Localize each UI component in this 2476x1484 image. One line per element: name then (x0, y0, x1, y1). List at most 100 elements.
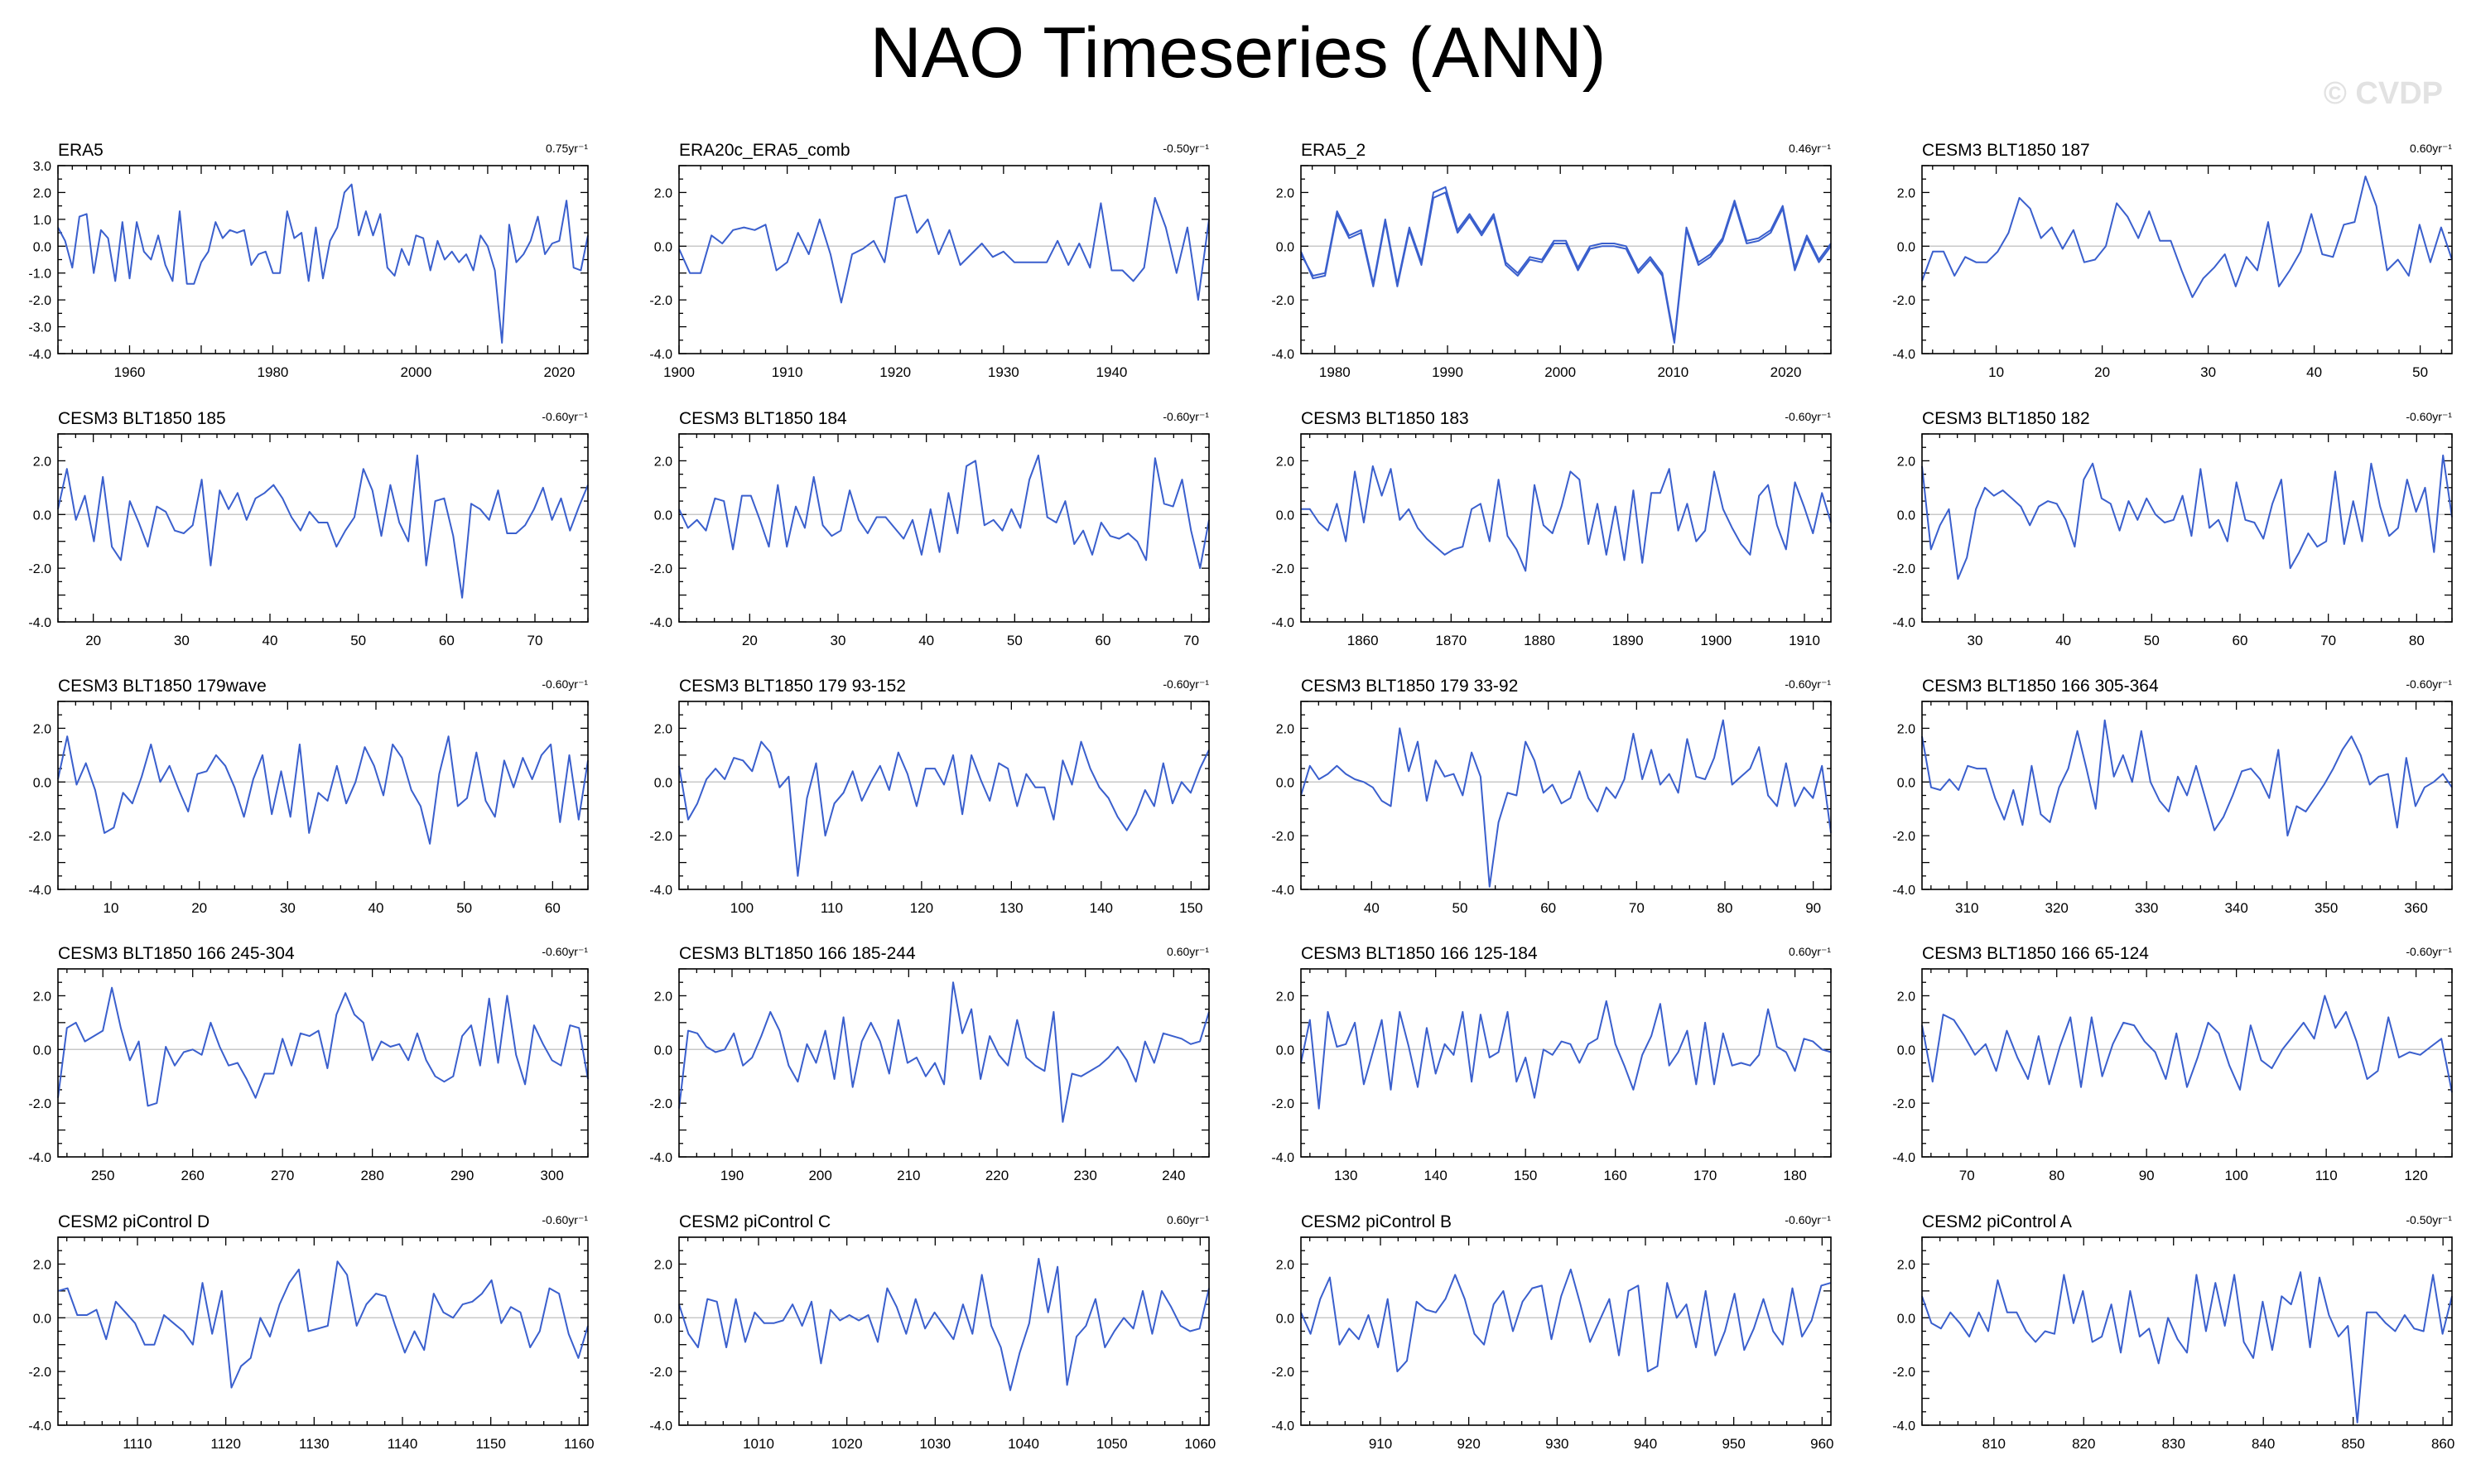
x-tick-label: 1900 (663, 364, 695, 380)
x-tick-label: 250 (91, 1168, 114, 1183)
x-tick-label: 140 (1090, 900, 1113, 916)
y-tick-label: -3.0 (28, 321, 51, 335)
y-tick-label: 2.0 (654, 990, 672, 1004)
x-tick-label: 1910 (1789, 633, 1820, 648)
x-tick-label: 180 (1783, 1168, 1806, 1183)
y-tick-label: -4.0 (1892, 616, 1915, 630)
y-tick-label: 2.0 (1897, 1258, 1915, 1272)
y-tick-label: 0.0 (654, 240, 672, 254)
y-tick-label: -2.0 (649, 1097, 672, 1111)
y-tick-label: 0.0 (1276, 508, 1294, 523)
trend-label: -0.60yr⁻¹ (1785, 410, 1831, 423)
x-tick-label: 1020 (831, 1436, 863, 1452)
x-tick-label: 80 (2049, 1168, 2064, 1183)
x-tick-label: 50 (1452, 900, 1468, 916)
plot-frame (1921, 165, 2453, 354)
x-tick-label: 50 (456, 900, 472, 916)
y-tick-label: -2.0 (1892, 294, 1915, 308)
x-tick-label: 100 (730, 900, 754, 916)
chart-panel: CESM3 BLT1850 179 93-152 -0.60yr⁻¹ 2.0 0.0 -… (649, 677, 1210, 916)
x-tick-label: 190 (720, 1168, 744, 1183)
chart-panel: CESM2 piControl B -0.60yr⁻¹ 2.0 0.0 -2.0 -4.0… (1271, 1212, 1833, 1452)
x-tick-label: 1960 (114, 364, 146, 380)
y-tick-label: 2.0 (1276, 1258, 1294, 1272)
x-tick-label: 40 (1364, 900, 1380, 916)
x-tick-label: 80 (2409, 633, 2425, 648)
chart-panel: CESM3 BLT1850 166 305-364 -0.60yr⁻¹ 2.0 0.0… (1892, 677, 2453, 916)
panel-title: CESM3 BLT1850 166 185-244 (679, 944, 916, 963)
y-tick-label: -4.0 (1892, 348, 1915, 362)
trend-label: -0.60yr⁻¹ (2406, 945, 2452, 958)
y-tick-label: 2.0 (654, 1258, 672, 1272)
y-tick-label: 0.0 (1276, 240, 1294, 254)
plot-frame (678, 165, 1210, 354)
y-tick-label: -1.0 (28, 267, 51, 282)
x-tick-label: 20 (85, 633, 101, 648)
series-line (1300, 1268, 1832, 1373)
chart-panel: CESM3 BLT1850 166 185-244 0.60yr⁻¹ 2.0 0.0 -… (649, 944, 1210, 1183)
series-line (57, 1260, 589, 1389)
series-line (678, 1257, 1210, 1391)
panel-title: CESM3 BLT1850 179wave (58, 677, 267, 696)
y-tick-label: -2.0 (649, 562, 672, 576)
y-tick-label: -2.0 (649, 294, 672, 308)
x-tick-label: 100 (2224, 1168, 2247, 1183)
panel-title: CESM3 BLT1850 166 245-304 (58, 944, 295, 963)
chart-panel: CESM3 BLT1850 185 -0.60yr⁻¹ 2.0 0.0 -2.0 -4.0… (28, 409, 589, 648)
panel-title: CESM3 BLT1850 166 305-364 (1922, 677, 2159, 696)
chart-panel: ERA5 0.75yr⁻¹ 3.0 2.0 1.0 0.0 -1.0 -2.0 -3.0 -4.0… (28, 141, 589, 380)
x-tick-label: 50 (350, 633, 366, 648)
x-tick-label: 1910 (772, 364, 803, 380)
x-tick-label: 150 (1179, 900, 1202, 916)
trend-label: -0.60yr⁻¹ (542, 677, 588, 691)
x-tick-label: 20 (742, 633, 758, 648)
y-tick-label: 0.0 (1897, 1043, 1915, 1058)
y-tick-label: -2.0 (649, 830, 672, 844)
x-tick-label: 160 (1603, 1168, 1626, 1183)
y-tick-label: 0.0 (33, 1312, 51, 1326)
y-tick-label: 0.0 (1276, 1312, 1294, 1326)
x-tick-label: 1030 (919, 1436, 951, 1452)
x-tick-label: 1110 (123, 1436, 152, 1452)
y-tick-label: 0.0 (33, 1043, 51, 1058)
x-tick-label: 60 (439, 633, 455, 648)
x-tick-label: 330 (2135, 900, 2158, 916)
plot-frame (1921, 433, 2453, 623)
y-tick-label: 2.0 (33, 186, 51, 200)
series-line (1300, 1000, 1832, 1110)
chart-panel: CESM3 BLT1850 166 245-304 -0.60yr⁻¹ 2.0 0.0… (28, 944, 589, 1183)
series-line (1301, 465, 1832, 572)
x-tick-label: 850 (2341, 1436, 2364, 1452)
chart-panel: CESM3 BLT1850 182 -0.60yr⁻¹ 2.0 0.0 -2.0 -4.0… (1892, 409, 2453, 648)
x-tick-label: 1040 (1008, 1436, 1039, 1452)
x-tick-label: 2020 (543, 364, 575, 380)
plot-frame (57, 165, 589, 354)
panel-title: CESM3 BLT1850 166 125-184 (1301, 944, 1538, 963)
x-tick-label: 860 (2431, 1436, 2454, 1452)
y-tick-label: 0.0 (33, 508, 51, 523)
y-tick-label: -2.0 (649, 1366, 672, 1380)
chart-panel: CESM2 piControl C 0.60yr⁻¹ 2.0 0.0 -2.0 -4.0 1… (649, 1212, 1216, 1452)
plot-frame (57, 433, 589, 623)
chart-panel: CESM3 BLT1850 179 33-92 -0.60yr⁻¹ 2.0 0.0 -2… (1271, 677, 1832, 916)
y-tick-label: 2.0 (33, 990, 51, 1004)
chart-panel: CESM3 BLT1850 166 125-184 0.60yr⁻¹ 2.0 0.0 -… (1271, 944, 1832, 1183)
x-tick-label: 1890 (1612, 633, 1644, 648)
y-tick-label: 0.0 (654, 1043, 672, 1058)
plot-frame (1921, 701, 2453, 890)
x-tick-label: 820 (2072, 1436, 2095, 1452)
plot-frame (1300, 433, 1832, 623)
x-tick-label: 60 (1096, 633, 1111, 648)
panel-title: CESM2 piControl A (1922, 1212, 2072, 1231)
panel-title: ERA5_2 (1301, 141, 1366, 160)
chart-panel: CESM3 BLT1850 184 -0.60yr⁻¹ 2.0 0.0 -2.0 -4.0… (649, 409, 1210, 648)
series-line (678, 194, 1210, 304)
chart-panel: ERA20c_ERA5_comb -0.50yr⁻¹ 2.0 0.0 -2.0 -4.0 1… (649, 141, 1210, 380)
chart-panel: CESM3 BLT1850 183 -0.60yr⁻¹ 2.0 0.0 -2.0 -4.0… (1271, 409, 1832, 648)
x-tick-label: 270 (271, 1168, 294, 1183)
y-tick-label: 2.0 (1897, 455, 1915, 469)
x-tick-label: 40 (2306, 364, 2322, 380)
trend-label: 0.60yr⁻¹ (1789, 945, 1831, 958)
series-line (57, 986, 589, 1107)
x-tick-label: 230 (1073, 1168, 1096, 1183)
